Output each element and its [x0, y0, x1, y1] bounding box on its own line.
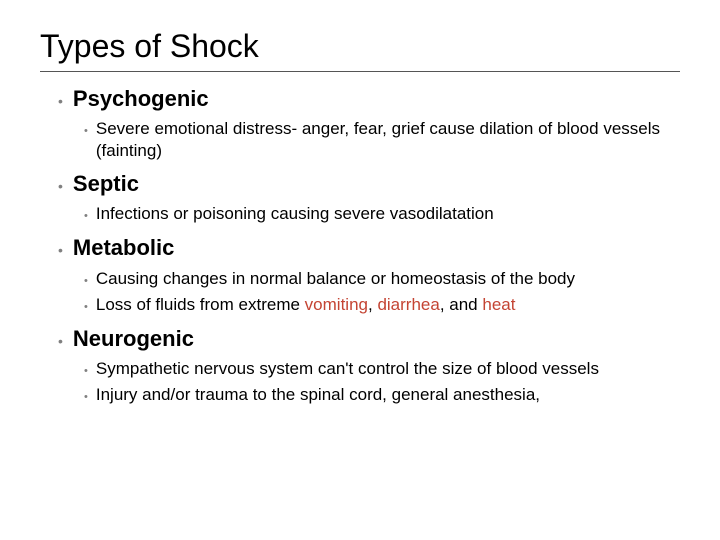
- section-items: • Severe emotional distress- anger, fear,…: [84, 118, 680, 161]
- bullet-icon: •: [58, 90, 63, 112]
- bullet-icon: •: [84, 272, 88, 290]
- bullet-icon: •: [58, 330, 63, 352]
- section: • Psychogenic • Severe emotional distress- …: [58, 86, 680, 161]
- section-heading: Psychogenic: [73, 86, 209, 112]
- section: • Metabolic • Causing changes in normal bal…: [58, 235, 680, 315]
- section-heading-row: • Neurogenic: [58, 326, 680, 352]
- bullet-icon: •: [84, 298, 88, 316]
- section-heading-row: • Psychogenic: [58, 86, 680, 112]
- list-item: • Infections or poisoning causing severe …: [84, 203, 680, 225]
- content-list: • Psychogenic • Severe emotional distress- …: [58, 86, 680, 406]
- section-heading: Neurogenic: [73, 326, 194, 352]
- bullet-icon: •: [58, 175, 63, 197]
- section: • Septic • Infections or poisoning causing …: [58, 171, 680, 225]
- list-item: • Loss of fluids from extreme vomiting, d…: [84, 294, 680, 316]
- list-item: • Causing changes in normal balance or ho…: [84, 268, 680, 290]
- list-item-text: Causing changes in normal balance or hom…: [96, 268, 575, 289]
- list-item: • Sympathetic nervous system can't contro…: [84, 358, 680, 380]
- highlight-text: heat: [482, 295, 515, 314]
- list-item-text: Severe emotional distress- anger, fear, …: [96, 118, 680, 161]
- highlight-text: vomiting: [305, 295, 368, 314]
- section-items: • Sympathetic nervous system can't contro…: [84, 358, 680, 406]
- section-heading-row: • Metabolic: [58, 235, 680, 261]
- list-item-text: Infections or poisoning causing severe v…: [96, 203, 494, 224]
- bullet-icon: •: [84, 362, 88, 380]
- section-heading: Septic: [73, 171, 139, 197]
- text-run: , and: [440, 295, 483, 314]
- list-item-text: Sympathetic nervous system can't control…: [96, 358, 599, 379]
- section-items: • Infections or poisoning causing severe …: [84, 203, 680, 225]
- bullet-icon: •: [84, 207, 88, 225]
- slide: Types of Shock • Psychogenic • Severe emoti…: [0, 0, 720, 540]
- bullet-icon: •: [84, 388, 88, 406]
- bullet-icon: •: [58, 239, 63, 261]
- list-item: • Injury and/or trauma to the spinal cord…: [84, 384, 680, 406]
- slide-title: Types of Shock: [40, 28, 680, 72]
- bullet-icon: •: [84, 122, 88, 140]
- list-item-text: Injury and/or trauma to the spinal cord,…: [96, 384, 540, 405]
- text-run: Loss of fluids from extreme: [96, 295, 305, 314]
- list-item-text: Loss of fluids from extreme vomiting, di…: [96, 294, 516, 315]
- section: • Neurogenic • Sympathetic nervous system c…: [58, 326, 680, 406]
- list-item: • Severe emotional distress- anger, fear,…: [84, 118, 680, 161]
- section-heading: Metabolic: [73, 235, 174, 261]
- section-items: • Causing changes in normal balance or ho…: [84, 268, 680, 316]
- highlight-text: diarrhea: [377, 295, 439, 314]
- section-heading-row: • Septic: [58, 171, 680, 197]
